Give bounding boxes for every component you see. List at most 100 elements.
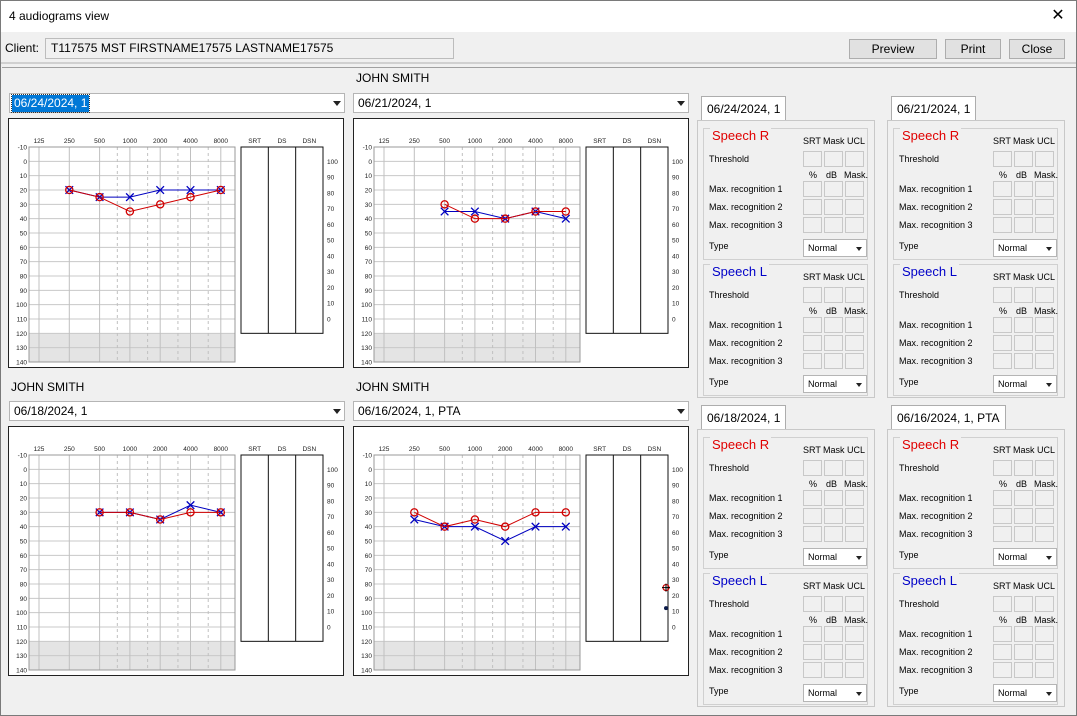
recognition-percent-input[interactable] [993,644,1012,660]
type-select[interactable]: Normal [993,375,1057,393]
recognition-percent-input[interactable] [803,662,822,678]
recognition-mask-input[interactable] [845,335,864,351]
recognition-percent-input[interactable] [803,335,822,351]
type-select[interactable]: Normal [993,684,1057,702]
recognition-percent-input[interactable] [803,644,822,660]
recognition-mask-input[interactable] [845,353,864,369]
recognition-percent-input[interactable] [993,490,1012,506]
recognition-mask-input[interactable] [1035,353,1054,369]
recognition-db-input[interactable] [824,317,843,333]
recognition-mask-input[interactable] [845,217,864,233]
print-button[interactable]: Print [945,39,1001,59]
recognition-db-input[interactable] [1014,317,1033,333]
recognition-mask-input[interactable] [845,626,864,642]
recognition-percent-input[interactable] [803,317,822,333]
recognition-db-input[interactable] [824,626,843,642]
ucl-input[interactable] [845,151,864,167]
recognition-db-input[interactable] [824,181,843,197]
recognition-db-input[interactable] [824,662,843,678]
recognition-db-input[interactable] [1014,335,1033,351]
recognition-db-input[interactable] [1014,662,1033,678]
recognition-db-input[interactable] [824,335,843,351]
recognition-percent-input[interactable] [993,335,1012,351]
recognition-mask-input[interactable] [1035,317,1054,333]
recognition-mask-input[interactable] [1035,490,1054,506]
recognition-db-input[interactable] [824,508,843,524]
recognition-mask-input[interactable] [845,181,864,197]
recognition-mask-input[interactable] [845,490,864,506]
type-select[interactable]: Normal [993,239,1057,257]
type-select[interactable]: Normal [803,375,867,393]
type-select[interactable]: Normal [993,548,1057,566]
mask-input[interactable] [824,460,843,476]
mask-input[interactable] [824,596,843,612]
recognition-percent-input[interactable] [803,217,822,233]
recognition-mask-input[interactable] [1035,199,1054,215]
ucl-input[interactable] [845,460,864,476]
recognition-percent-input[interactable] [803,353,822,369]
preview-button[interactable]: Preview [849,39,937,59]
recognition-db-input[interactable] [1014,181,1033,197]
srt-input[interactable] [803,151,822,167]
recognition-db-input[interactable] [824,526,843,542]
srt-input[interactable] [803,596,822,612]
recognition-db-input[interactable] [1014,526,1033,542]
recognition-mask-input[interactable] [845,526,864,542]
recognition-db-input[interactable] [1014,508,1033,524]
recognition-percent-input[interactable] [803,490,822,506]
recognition-percent-input[interactable] [993,508,1012,524]
recognition-mask-input[interactable] [845,199,864,215]
ucl-input[interactable] [1035,287,1054,303]
recognition-db-input[interactable] [824,199,843,215]
date-select-3[interactable]: 06/18/2024, 1 [9,401,345,421]
ucl-input[interactable] [845,596,864,612]
mask-input[interactable] [824,151,843,167]
date-select-1[interactable]: 06/24/2024, 1 [9,93,345,113]
srt-input[interactable] [993,596,1012,612]
recognition-mask-input[interactable] [1035,644,1054,660]
ucl-input[interactable] [1035,460,1054,476]
recognition-mask-input[interactable] [845,317,864,333]
recognition-db-input[interactable] [1014,217,1033,233]
recognition-db-input[interactable] [1014,626,1033,642]
recognition-percent-input[interactable] [803,199,822,215]
recognition-db-input[interactable] [824,644,843,660]
recognition-percent-input[interactable] [803,508,822,524]
recognition-percent-input[interactable] [803,626,822,642]
recognition-percent-input[interactable] [803,181,822,197]
recognition-percent-input[interactable] [993,181,1012,197]
mask-input[interactable] [1014,151,1033,167]
recognition-percent-input[interactable] [993,626,1012,642]
close-window-icon[interactable]: ✕ [1051,7,1065,24]
recognition-percent-input[interactable] [803,526,822,542]
ucl-input[interactable] [845,287,864,303]
recognition-db-input[interactable] [824,353,843,369]
type-select[interactable]: Normal [803,239,867,257]
recognition-mask-input[interactable] [1035,181,1054,197]
mask-input[interactable] [1014,596,1033,612]
recognition-percent-input[interactable] [993,662,1012,678]
close-button[interactable]: Close [1009,39,1065,59]
recognition-mask-input[interactable] [1035,662,1054,678]
mask-input[interactable] [1014,287,1033,303]
recognition-percent-input[interactable] [993,217,1012,233]
recognition-mask-input[interactable] [1035,626,1054,642]
speech-tab[interactable]: 06/16/2024, 1, PTA [891,405,1006,429]
recognition-mask-input[interactable] [845,662,864,678]
recognition-mask-input[interactable] [845,644,864,660]
ucl-input[interactable] [1035,151,1054,167]
date-select-4[interactable]: 06/16/2024, 1, PTA [353,401,689,421]
date-select-2[interactable]: 06/21/2024, 1 [353,93,689,113]
recognition-percent-input[interactable] [993,199,1012,215]
srt-input[interactable] [803,460,822,476]
speech-tab[interactable]: 06/24/2024, 1 [701,96,787,120]
type-select[interactable]: Normal [803,548,867,566]
ucl-input[interactable] [1035,596,1054,612]
speech-tab[interactable]: 06/18/2024, 1 [701,405,787,429]
type-select[interactable]: Normal [803,684,867,702]
recognition-db-input[interactable] [824,217,843,233]
recognition-mask-input[interactable] [845,508,864,524]
recognition-mask-input[interactable] [1035,508,1054,524]
srt-input[interactable] [803,287,822,303]
recognition-mask-input[interactable] [1035,335,1054,351]
